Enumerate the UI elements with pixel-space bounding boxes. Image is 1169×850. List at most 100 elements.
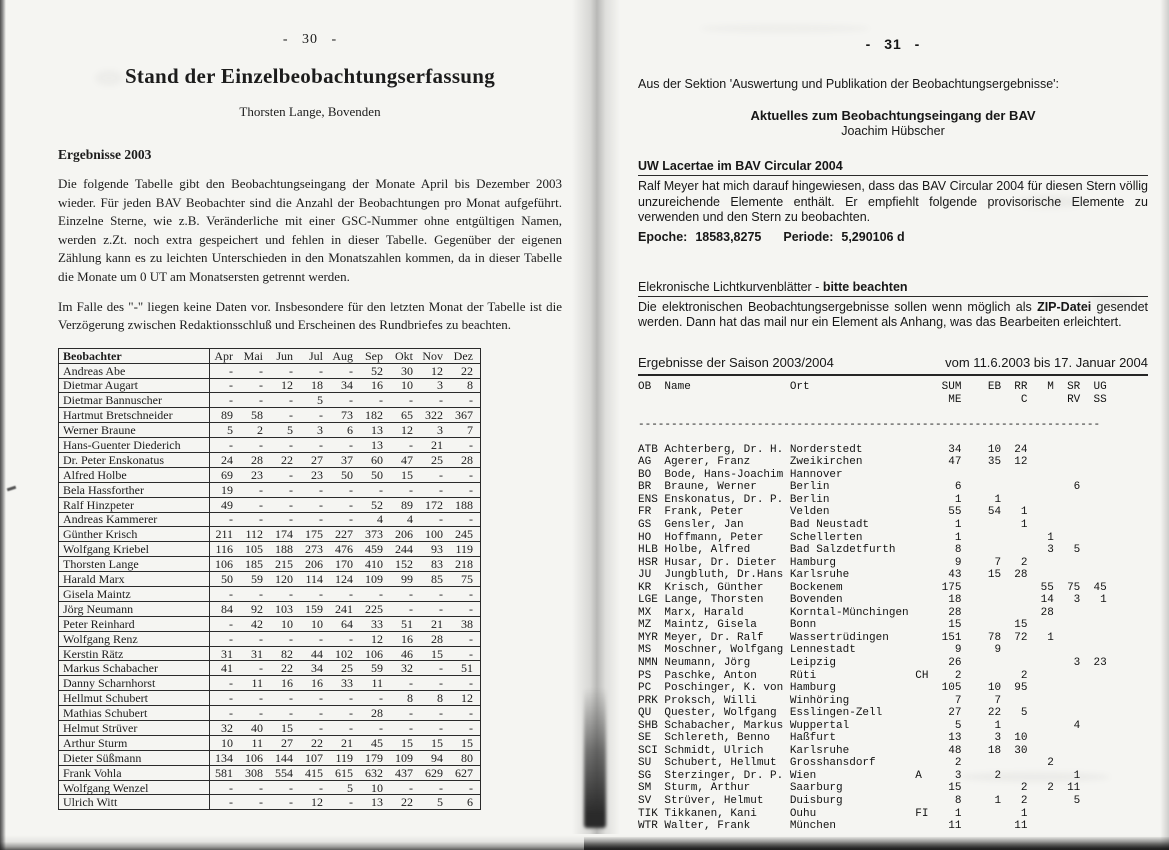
month-value: 106 bbox=[209, 556, 240, 573]
article-heading: Aktuelles zum Beobachtungseingang der BA… bbox=[750, 108, 1036, 123]
month-value: 45 bbox=[360, 735, 390, 751]
observer-name: Günther Krisch bbox=[58, 526, 210, 543]
month-value: - bbox=[270, 467, 300, 483]
month-value: 15 bbox=[390, 735, 420, 751]
observer-row: Wolfgang Renz - - - - -12 16 28- bbox=[58, 631, 481, 647]
month-value: 459 bbox=[360, 541, 390, 558]
month-value: - bbox=[390, 780, 420, 796]
left-page: - 30 - Stand der Einzelbeobachtungserfas… bbox=[5, 0, 574, 850]
month-value: 38 bbox=[450, 616, 481, 632]
observer-row: Hans-Guenter Diederich - - - - -13-21- bbox=[58, 437, 481, 453]
month-value: 119 bbox=[450, 541, 481, 558]
month-value: 206 bbox=[300, 556, 330, 573]
month-value: - bbox=[420, 467, 450, 483]
month-value: - bbox=[390, 720, 420, 736]
month-value: 188 bbox=[270, 541, 300, 558]
month-value: 18 bbox=[300, 378, 330, 394]
month-value: - bbox=[390, 392, 420, 409]
month-header: Okt bbox=[390, 347, 420, 364]
month-value: - bbox=[270, 407, 300, 424]
month-value: 50 bbox=[209, 571, 240, 587]
observer-row: Alfred Holbe 69 23-23 50 50 15- - bbox=[58, 467, 481, 483]
month-value: 5 bbox=[300, 392, 330, 409]
periode-value: 5,290106 d bbox=[841, 229, 905, 244]
month-value: 632 bbox=[360, 765, 390, 781]
month-value: 152 bbox=[390, 556, 420, 573]
observer-name: Werner Braune bbox=[58, 422, 210, 439]
month-value: - bbox=[360, 720, 390, 736]
observer-name: Mathias Schubert bbox=[58, 705, 210, 722]
month-value: 437 bbox=[390, 765, 420, 781]
month-value: - bbox=[240, 482, 270, 498]
month-value: 241 bbox=[330, 601, 360, 617]
month-value: - bbox=[330, 586, 360, 602]
month-value: - bbox=[330, 720, 360, 736]
month-value: - bbox=[209, 586, 240, 602]
bleed-through-artifact bbox=[700, 24, 870, 33]
observer-name: Helmut Strüver bbox=[58, 720, 210, 736]
month-value: - bbox=[450, 720, 481, 736]
month-value: 22 bbox=[270, 660, 300, 677]
month-value: 2 bbox=[240, 422, 270, 439]
month-value: - bbox=[450, 482, 481, 498]
article-author: Joachim Hübscher bbox=[841, 124, 945, 138]
month-value: 554 bbox=[270, 765, 300, 781]
section-uw-lacertae: UW Lacertae im BAV Circular 2004 Ralf Me… bbox=[638, 159, 1148, 244]
left-paragraph-1: Die folgende Tabelle gibt den Beobachtun… bbox=[58, 176, 562, 284]
section-lichtkurven: Elekronische Lichtkurvenblätter - bitte … bbox=[638, 280, 1148, 331]
month-value: 23 bbox=[300, 467, 330, 483]
month-value: - bbox=[209, 690, 240, 707]
month-value: 10 bbox=[209, 735, 240, 751]
month-value: 3 bbox=[420, 378, 450, 394]
month-value: - bbox=[270, 482, 300, 498]
month-header: Apr bbox=[209, 347, 240, 364]
month-value: - bbox=[300, 497, 330, 513]
month-value: 476 bbox=[330, 541, 360, 558]
month-value: 46 bbox=[390, 646, 420, 662]
month-value: 21 bbox=[330, 735, 360, 751]
month-value: - bbox=[420, 392, 450, 409]
month-value: 211 bbox=[209, 526, 240, 543]
month-value: 124 bbox=[330, 571, 360, 587]
month-value: 615 bbox=[330, 765, 360, 781]
month-header: Dez bbox=[450, 347, 481, 364]
month-value: 13 bbox=[360, 437, 390, 453]
month-value: 31 bbox=[240, 646, 270, 662]
month-value: - bbox=[240, 631, 270, 647]
month-value: 103 bbox=[270, 601, 300, 617]
month-value: - bbox=[300, 482, 330, 498]
month-value: 218 bbox=[450, 556, 481, 573]
month-value: - bbox=[420, 675, 450, 692]
month-value: - bbox=[420, 512, 450, 528]
month-value: 30 bbox=[390, 363, 420, 379]
month-value: - bbox=[330, 363, 360, 379]
observer-row: Mathias Schubert - - - - -28- - - bbox=[58, 705, 481, 722]
scan-edge-right bbox=[1160, 0, 1169, 850]
observer-row: Markus Schabacher 41-22 34 25 59 32-51 bbox=[58, 660, 481, 677]
observer-row: Andreas Abe - - - - -52 30 12 22 bbox=[58, 363, 481, 379]
month-value: - bbox=[300, 512, 330, 528]
observer-name: Arthur Sturm bbox=[58, 735, 210, 751]
observer-name: Dietmar Augart bbox=[58, 378, 210, 394]
month-value: 75 bbox=[450, 571, 481, 587]
month-value: 15 bbox=[450, 735, 481, 751]
season-results-table: OB Name Ort SUM EB RR M SR UG ME C RV SS… bbox=[638, 380, 1107, 833]
month-value: 16 bbox=[300, 675, 330, 692]
month-value: 33 bbox=[360, 616, 390, 632]
section-intro-line: Aus der Sektion 'Auswertung und Publikat… bbox=[638, 77, 1060, 91]
month-value: 52 bbox=[360, 497, 390, 513]
observer-name: Peter Reinhard bbox=[58, 616, 210, 632]
month-value: 5 bbox=[420, 794, 450, 811]
month-value: 10 bbox=[360, 780, 390, 796]
month-value: 629 bbox=[420, 765, 450, 781]
observer-row: Jörg Neumann 84 92 103 159 241 225- - - bbox=[58, 601, 481, 617]
right-page-number: - 31 - bbox=[865, 36, 921, 52]
month-value: - bbox=[420, 780, 450, 796]
bleed-through-artifact bbox=[1015, 196, 1085, 208]
observer-row: Thorsten Lange 106 185 215 206 170 410 152 83 218 bbox=[58, 556, 481, 573]
month-value: 22 bbox=[300, 735, 330, 751]
observer-name: Frank Vohla bbox=[58, 765, 210, 781]
month-value: 175 bbox=[300, 526, 330, 543]
month-value: - bbox=[270, 363, 300, 379]
